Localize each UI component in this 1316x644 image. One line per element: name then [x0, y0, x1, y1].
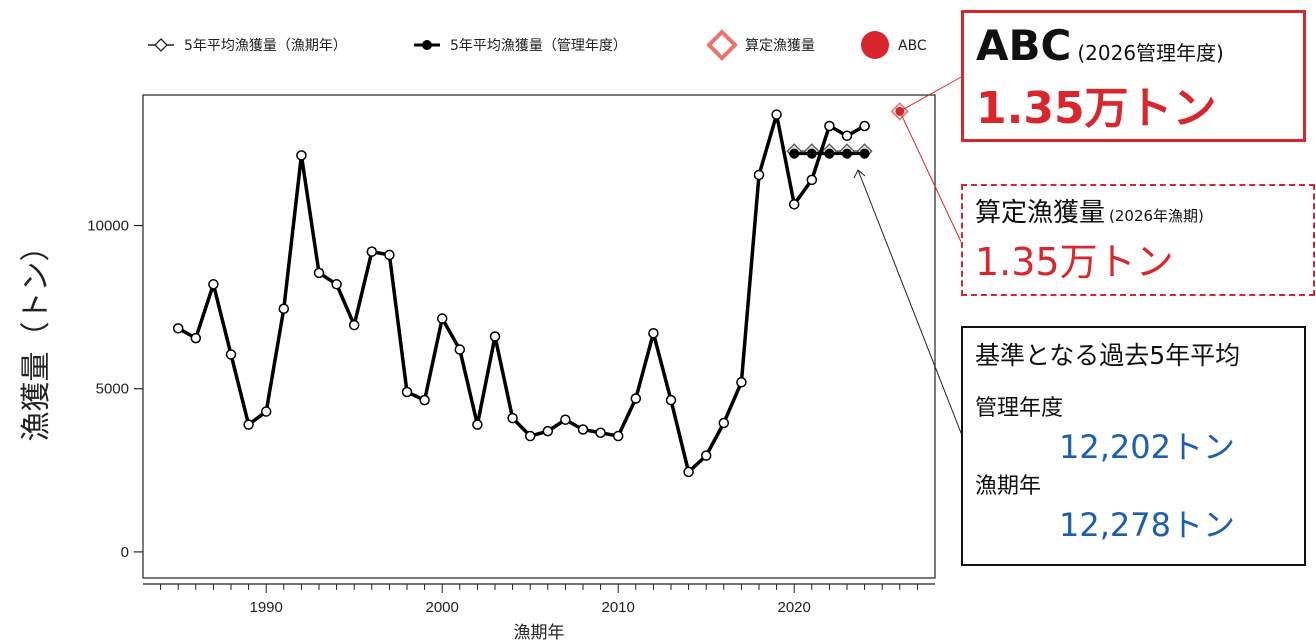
baseline-title: 基準となる過去5年平均: [975, 341, 1241, 370]
calculated-catch-value: 1.35万トン: [975, 240, 1174, 284]
legend-label: 5年平均漁獲量（漁期年）: [184, 38, 347, 54]
catch-point: [542, 425, 554, 437]
mgmt-average-point: [806, 148, 817, 159]
catch-point: [348, 319, 360, 331]
y-tick-label: 10000: [87, 218, 129, 235]
catch-point: [172, 323, 184, 334]
calculated-catch-title: 算定漁獲量: [975, 198, 1106, 228]
baseline-leader-arrowhead: [853, 169, 866, 179]
catch-point: [401, 386, 413, 398]
catch-point: [841, 130, 853, 142]
calculated-catch-year: (2026年漁期): [1109, 207, 1204, 225]
calc-leader-line: [899, 111, 964, 247]
x-tick-label: 2010: [602, 599, 635, 616]
catch-point: [612, 430, 624, 442]
catch-point: [630, 393, 642, 404]
catch-point: [788, 199, 800, 210]
legend: 5年平均漁獲量（漁期年） 5年平均漁獲量（管理年度） 算定漁獲量 ABC: [148, 29, 927, 61]
catch-point: [243, 419, 254, 430]
calculated-catch-callout: 算定漁獲量 (2026年漁期) 1.35万トン: [961, 184, 1315, 296]
catch-point: [736, 376, 747, 388]
catch-point: [560, 414, 571, 425]
catch-point: [489, 331, 501, 342]
catch-point: [436, 313, 448, 324]
y-tick-label: 5000: [96, 381, 129, 398]
catch-point: [313, 267, 325, 279]
legend-label: ABC: [898, 38, 927, 54]
legend-label: 5年平均漁獲量（管理年度）: [450, 38, 627, 54]
abc-callout-year: (2026管理年度): [1077, 41, 1224, 65]
baseline-mgmt-value: 12,202トン: [1059, 428, 1235, 466]
catch-point: [507, 412, 518, 424]
catch-point: [648, 327, 659, 339]
baseline-average-callout: 基準となる過去5年平均 管理年度 12,202トン 漁期年 12,278トン: [961, 326, 1306, 566]
catch-point: [577, 424, 589, 435]
catch-point: [190, 332, 202, 344]
legend-dot-icon: [422, 40, 432, 50]
catch-point: [753, 169, 765, 181]
catch-point: [225, 349, 237, 360]
catch-point: [771, 109, 782, 120]
catch-point: [524, 430, 536, 442]
mgmt-average-point: [824, 148, 835, 159]
x-tick-label: 2020: [778, 599, 811, 616]
catch-point: [296, 150, 307, 161]
mgmt-average-point: [789, 148, 800, 159]
catch-point: [366, 246, 378, 257]
catch-point: [419, 394, 430, 406]
annotation-leaders: [853, 75, 964, 439]
catch-point: [806, 174, 818, 186]
y-axis-label: 漁獲量（トン）: [19, 232, 54, 442]
catch-point: [331, 279, 342, 290]
catch-point: [824, 120, 835, 132]
catch-point: [260, 406, 272, 417]
baseline-season-value: 12,278トン: [1059, 506, 1235, 544]
legend-label: 算定漁獲量: [745, 38, 815, 54]
abc-callout: ABC (2026管理年度) 1.35万トン: [961, 10, 1306, 142]
plot-area: [142, 94, 936, 579]
catch-point: [683, 466, 694, 478]
catch-point: [454, 344, 466, 355]
legend-diamond-icon: [706, 29, 738, 61]
baseline-season-label: 漁期年: [975, 474, 1042, 499]
y-tick-label: 0: [121, 544, 129, 561]
x-tick-label: 1990: [250, 599, 283, 616]
x-tick-label: 2000: [426, 599, 459, 616]
catch-point: [472, 419, 483, 430]
legend-dot-icon: [861, 31, 889, 59]
catch-point: [718, 417, 730, 429]
abc-callout-title: ABC: [976, 21, 1072, 70]
mgmt-average-point: [859, 148, 870, 159]
catch-point: [665, 394, 677, 406]
catch-point: [208, 279, 219, 290]
legend-diamond-icon: [154, 38, 168, 52]
catch-point: [700, 450, 712, 461]
baseline-mgmt-label: 管理年度: [975, 396, 1064, 421]
abc-callout-value: 1.35万トン: [976, 83, 1217, 134]
mgmt-average-point: [842, 148, 852, 159]
catch-point: [859, 120, 870, 132]
series-layer: [172, 102, 909, 478]
catch-point: [595, 427, 606, 439]
x-axis-label: 漁期年: [514, 623, 565, 643]
baseline-leader-line: [857, 169, 964, 439]
catch-line: [177, 112, 866, 474]
catch-point: [278, 303, 290, 315]
catch-point: [384, 249, 395, 261]
axes: 0 5000 10000 1990 2000 2010 2020: [87, 218, 935, 616]
abc-leader-line: [899, 75, 964, 112]
